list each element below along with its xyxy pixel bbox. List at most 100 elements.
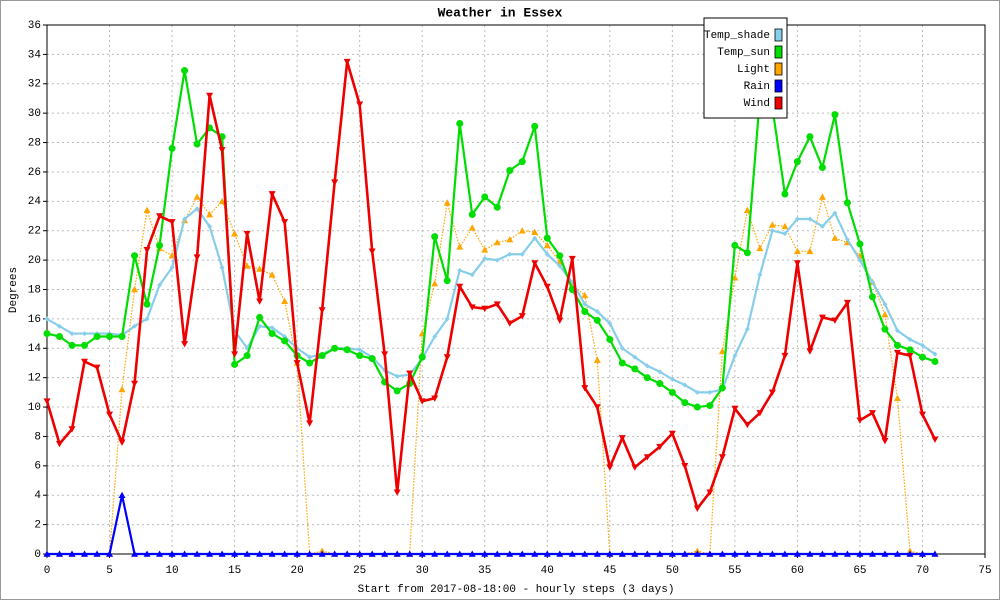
point: [206, 92, 214, 100]
legend-label: Temp_sun: [717, 47, 770, 59]
point: [306, 359, 314, 367]
point: [156, 213, 164, 220]
point: [431, 395, 439, 402]
point: [181, 550, 189, 557]
point: [882, 301, 888, 307]
point: [469, 272, 475, 278]
point: [768, 221, 776, 228]
series-line: [47, 494, 935, 556]
point: [732, 353, 738, 359]
series-line: [47, 196, 935, 555]
point: [218, 147, 226, 154]
point: [918, 411, 926, 418]
point: [243, 352, 251, 360]
point: [907, 336, 913, 342]
x-tick-label: 55: [728, 565, 741, 577]
point: [518, 550, 526, 557]
point: [893, 394, 901, 402]
point: [43, 398, 51, 405]
point: [593, 356, 601, 363]
x-tick-label: 20: [291, 565, 304, 577]
point: [56, 550, 64, 557]
point: [456, 119, 464, 127]
point: [293, 360, 301, 367]
point: [543, 241, 551, 249]
point: [56, 333, 64, 341]
point: [593, 404, 601, 411]
point: [443, 354, 451, 361]
legend-swatch: [774, 45, 783, 59]
point: [393, 550, 401, 557]
legend-label: Wind: [744, 98, 770, 110]
point: [669, 376, 675, 382]
point: [606, 464, 614, 471]
point: [743, 421, 751, 429]
point: [856, 550, 864, 557]
point: [432, 334, 438, 340]
point: [593, 316, 601, 324]
point: [143, 206, 151, 213]
point: [893, 550, 901, 557]
point: [68, 426, 76, 433]
point: [81, 341, 89, 349]
point: [606, 550, 614, 557]
point: [431, 280, 439, 287]
point: [193, 254, 201, 261]
point: [619, 345, 625, 351]
y-tick-label: 24: [28, 196, 42, 208]
legend: Temp_shade Temp_sun Light Rain Wind: [703, 17, 788, 119]
point: [681, 550, 689, 557]
point: [906, 550, 914, 557]
x-tick-label: 60: [791, 565, 804, 577]
point: [82, 331, 88, 337]
point: [456, 283, 464, 291]
point: [781, 352, 789, 360]
point: [243, 550, 251, 557]
point: [793, 158, 801, 166]
point: [543, 234, 551, 242]
y-tick-label: 34: [28, 49, 42, 61]
legend-label: Light: [737, 64, 770, 76]
point: [257, 323, 263, 329]
point: [256, 313, 264, 321]
point: [331, 344, 339, 352]
point: [331, 179, 339, 186]
point: [644, 363, 650, 369]
point: [693, 505, 701, 512]
point: [243, 230, 251, 238]
point: [581, 385, 589, 392]
point: [868, 550, 876, 557]
point: [693, 403, 701, 411]
point: [731, 241, 739, 249]
legend-swatch: [774, 96, 783, 110]
point: [706, 489, 714, 496]
point: [106, 550, 114, 557]
point: [456, 550, 464, 557]
point: [193, 193, 201, 200]
point: [169, 264, 175, 270]
point: [281, 337, 289, 345]
x-tick-label: 0: [44, 565, 51, 577]
point: [844, 237, 850, 243]
point: [869, 279, 875, 285]
point: [343, 550, 351, 557]
point: [518, 227, 526, 234]
point: [694, 389, 700, 395]
legend-box: [703, 17, 788, 119]
point: [731, 405, 739, 413]
point: [818, 164, 826, 172]
point: [556, 317, 564, 324]
x-tick-label: 35: [478, 565, 491, 577]
point: [707, 389, 713, 395]
point: [819, 223, 825, 229]
point: [881, 325, 889, 333]
point: [931, 358, 939, 366]
point: [193, 140, 201, 148]
point: [731, 274, 739, 281]
point: [643, 550, 651, 557]
point: [743, 550, 751, 557]
point: [418, 398, 426, 405]
point: [581, 308, 589, 316]
point: [831, 234, 839, 241]
point: [894, 328, 900, 334]
